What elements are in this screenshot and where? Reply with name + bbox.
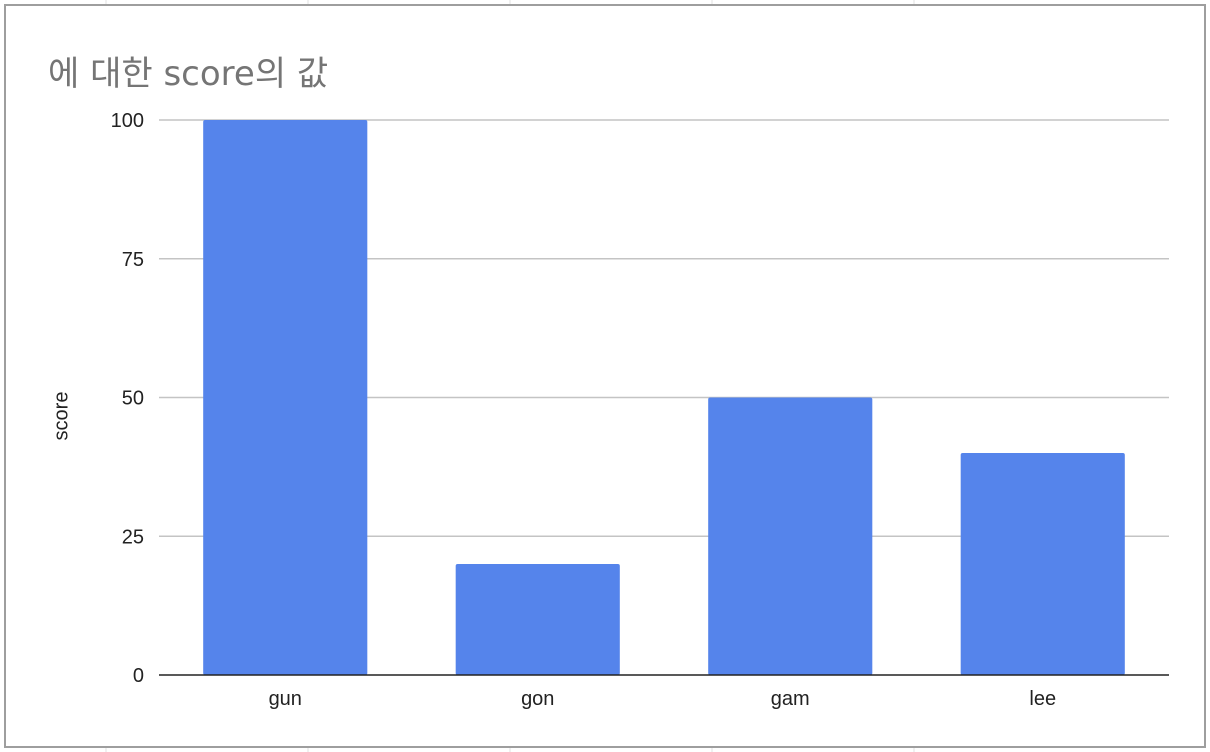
- y-tick-label: 0: [133, 665, 144, 687]
- x-tick-label: gam: [771, 688, 810, 710]
- bar-gun[interactable]: [203, 120, 368, 675]
- y-axis-ticks: 0 25 50 75 100: [111, 110, 144, 687]
- plot-area: 0 25 50 75 100 gun gon gam lee: [111, 110, 1169, 710]
- bars: [203, 120, 1125, 675]
- chart-container[interactable]: 에 대한 score의 값 score 0 25 50 75 100 gun gon gam…: [4, 4, 1206, 748]
- bar-gam[interactable]: [708, 397, 873, 676]
- y-tick-label: 75: [122, 249, 144, 271]
- x-tick-label: gun: [269, 688, 302, 710]
- x-axis-ticks: gun gon gam lee: [269, 688, 1057, 710]
- chart-title: 에 대한 score의 값: [48, 54, 329, 94]
- y-tick-label: 25: [122, 526, 144, 548]
- y-tick-label: 50: [122, 388, 144, 410]
- x-tick-label: lee: [1029, 688, 1056, 710]
- bar-gon[interactable]: [455, 564, 620, 675]
- x-tick-label: gon: [521, 688, 554, 710]
- y-tick-label: 100: [111, 110, 144, 132]
- bar-lee[interactable]: [960, 453, 1125, 675]
